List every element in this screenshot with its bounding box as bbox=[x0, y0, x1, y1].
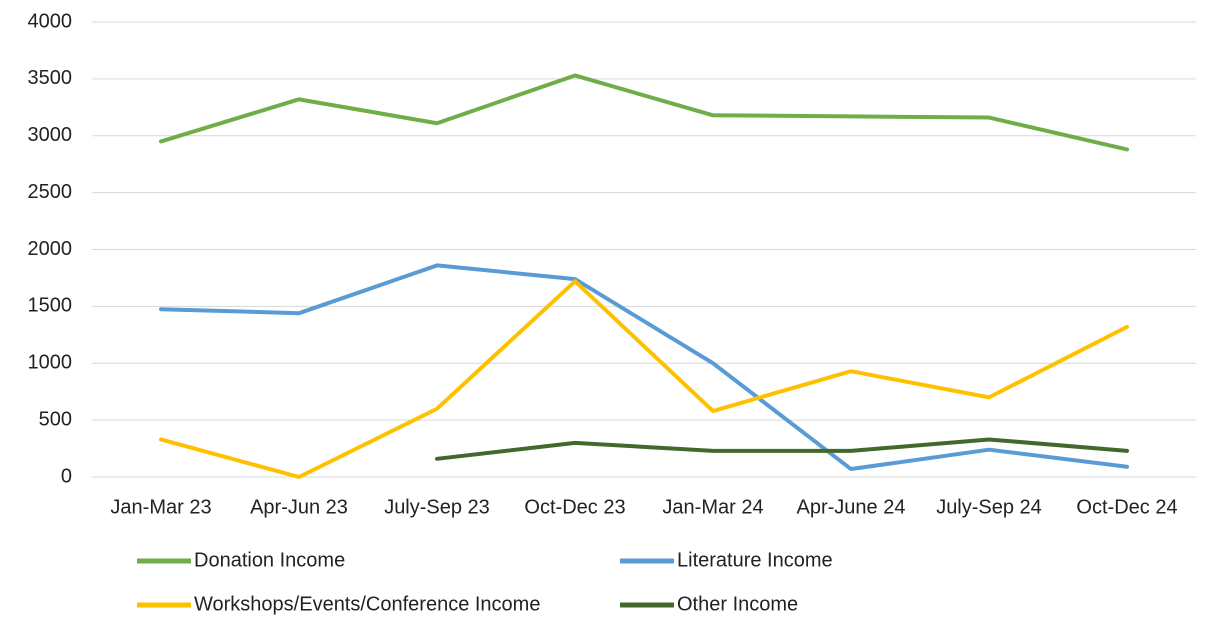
y-tick-label: 0 bbox=[61, 465, 72, 487]
legend-label: Literature Income bbox=[677, 549, 833, 571]
series-line bbox=[435, 437, 1129, 461]
y-tick-label: 2500 bbox=[28, 181, 73, 203]
y-tick-label: 1500 bbox=[28, 295, 73, 317]
x-tick-label: July-Sep 23 bbox=[384, 496, 490, 518]
x-tick-label: Jan-Mar 24 bbox=[662, 496, 763, 518]
y-tick-label: 1000 bbox=[28, 352, 73, 374]
legend-label: Donation Income bbox=[194, 549, 345, 571]
series-line bbox=[159, 73, 1129, 152]
y-tick-label: 500 bbox=[39, 408, 72, 430]
x-tick-label: July-Sep 24 bbox=[936, 496, 1042, 518]
y-tick-label: 3000 bbox=[28, 124, 73, 146]
x-tick-label: Oct-Dec 24 bbox=[1076, 496, 1177, 518]
series-line bbox=[159, 279, 1129, 479]
x-tick-label: Apr-June 24 bbox=[797, 496, 906, 518]
series-line bbox=[159, 263, 1129, 472]
x-tick-label: Jan-Mar 23 bbox=[110, 496, 211, 518]
x-tick-label: Oct-Dec 23 bbox=[524, 496, 625, 518]
y-tick-label: 2000 bbox=[28, 238, 73, 260]
x-tick-label: Apr-Jun 23 bbox=[250, 496, 348, 518]
legend-label: Other Income bbox=[677, 593, 798, 615]
y-tick-label: 4000 bbox=[28, 10, 73, 32]
legend-label: Workshops/Events/Conference Income bbox=[194, 593, 540, 615]
y-tick-label: 3500 bbox=[28, 67, 73, 89]
